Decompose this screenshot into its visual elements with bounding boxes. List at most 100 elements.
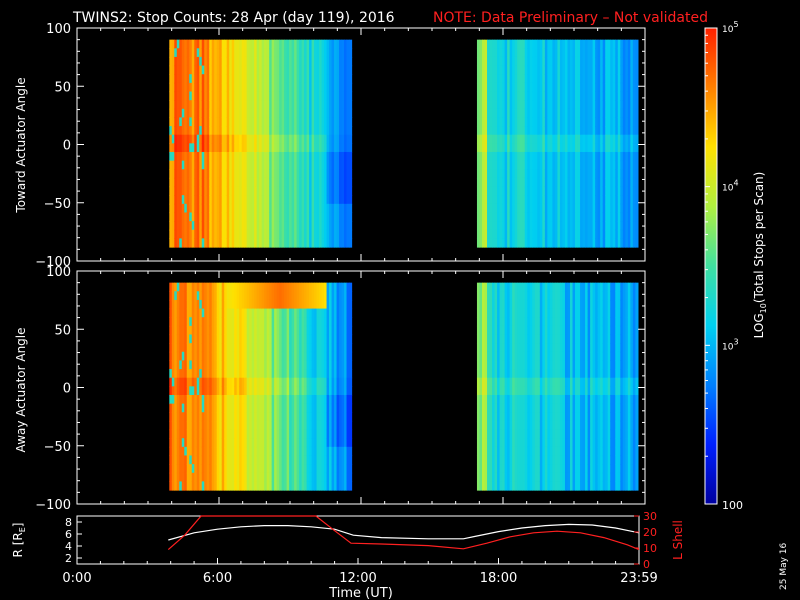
heatmap-cell xyxy=(171,126,175,136)
heatmap-cell xyxy=(241,229,245,239)
heatmap-cell xyxy=(316,282,320,292)
heatmap-cell xyxy=(595,151,599,162)
heatmap-cell xyxy=(284,151,288,162)
heatmap-cell xyxy=(557,221,561,231)
heatmap-cell xyxy=(336,291,340,301)
heatmap-cell xyxy=(216,100,220,110)
heatmap-cell xyxy=(211,203,215,214)
heatmap-cell xyxy=(244,334,248,344)
heatmap-cell xyxy=(299,203,303,214)
heatmap-cell xyxy=(186,65,190,75)
heatmap-cell xyxy=(527,91,531,101)
heatmap-cell xyxy=(266,282,270,292)
heatmap-cell xyxy=(301,65,305,75)
heatmap-cell xyxy=(279,229,283,239)
heatmap-cell xyxy=(326,446,330,457)
heatmap-cell xyxy=(497,151,501,162)
heatmap-cell xyxy=(587,74,591,84)
heatmap-cell xyxy=(346,238,350,248)
heatmap-cell xyxy=(176,360,180,370)
heatmap-cell xyxy=(331,438,335,448)
heatmap-cell xyxy=(512,203,516,214)
heatmap-cell xyxy=(625,143,629,153)
heatmap-cell xyxy=(294,74,298,84)
heatmap-cell xyxy=(191,195,195,205)
heatmap-cell xyxy=(284,455,288,465)
heatmap-cell xyxy=(219,65,223,75)
heatmap-cell xyxy=(479,91,483,101)
heatmap-cell xyxy=(264,412,268,422)
heatmap-cell xyxy=(274,221,278,231)
heatmap-cell xyxy=(199,420,203,431)
heatmap-cell xyxy=(266,299,270,310)
heatmap-cell xyxy=(271,221,275,231)
heatmap-cell xyxy=(552,56,556,67)
heatmap-cell xyxy=(256,108,260,119)
heatmap-cell xyxy=(627,238,631,248)
heatmap-cell xyxy=(191,291,195,301)
heatmap-cell xyxy=(304,351,308,362)
heatmap-cell xyxy=(254,394,258,405)
heatmap-cell xyxy=(264,65,268,75)
heatmap-cell xyxy=(269,464,273,474)
heatmap-cell xyxy=(216,151,220,162)
heatmap-cell xyxy=(301,203,305,214)
heatmap-cell xyxy=(326,160,330,170)
heatmap-cell xyxy=(306,429,310,439)
heatmap-cell xyxy=(344,65,348,75)
heatmap-cell xyxy=(226,351,230,362)
heatmap-cell xyxy=(264,394,268,405)
heatmap-cell xyxy=(219,169,223,179)
heatmap-cell xyxy=(279,100,283,110)
heatmap-cell xyxy=(329,343,333,353)
heatmap-cell xyxy=(174,438,178,448)
heatmap-cell xyxy=(274,351,278,362)
heatmap-cell xyxy=(319,394,323,405)
heatmap-cell xyxy=(580,91,584,101)
heatmap-cell xyxy=(575,160,579,170)
heatmap-cell xyxy=(221,299,225,310)
heatmap-cell xyxy=(612,195,616,205)
heatmap-cell xyxy=(577,82,581,93)
heatmap-cell xyxy=(249,143,253,153)
heatmap-cell xyxy=(274,438,278,448)
heatmap-cell xyxy=(519,108,523,119)
heatmap-cell xyxy=(612,186,616,196)
heatmap-cell xyxy=(314,56,318,67)
heatmap-cell xyxy=(602,91,606,101)
heatmap-cell xyxy=(557,82,561,93)
heatmap-cell xyxy=(587,151,591,162)
heatmap-cell xyxy=(274,455,278,465)
heatmap-cell xyxy=(181,325,185,336)
heatmap-cell xyxy=(492,65,496,75)
heatmap-cell xyxy=(314,160,318,170)
heatmap-cell xyxy=(552,65,556,75)
heatmap-cell xyxy=(612,117,616,127)
heatmap-cell xyxy=(620,212,624,222)
heatmap-cell xyxy=(487,126,491,136)
heatmap-cell xyxy=(479,74,483,84)
heatmap-cell xyxy=(331,282,335,292)
heatmap-cell xyxy=(196,317,200,327)
heatmap-cell xyxy=(181,160,185,170)
heatmap-cell xyxy=(239,48,243,58)
heatmap-cell xyxy=(301,186,305,196)
heatmap-cell xyxy=(512,169,516,179)
heatmap-cell xyxy=(597,169,601,179)
heatmap-cell xyxy=(336,108,340,119)
heatmap-cell xyxy=(291,317,295,327)
heatmap-cell xyxy=(281,65,285,75)
heatmap-cell xyxy=(524,203,528,214)
heatmap-cell xyxy=(572,48,576,58)
heatmap-cell xyxy=(321,334,325,344)
heatmap-cell xyxy=(627,195,631,205)
heatmap-cell xyxy=(519,126,523,136)
heatmap-cell xyxy=(512,212,516,222)
heatmap-cell xyxy=(186,229,190,239)
heatmap-cell xyxy=(249,403,253,413)
heatmap-cell xyxy=(254,177,258,188)
heatmap-cell xyxy=(512,82,516,93)
heatmap-cell xyxy=(580,195,584,205)
heatmap-cell xyxy=(179,472,183,482)
heatmap-cell xyxy=(231,351,235,362)
